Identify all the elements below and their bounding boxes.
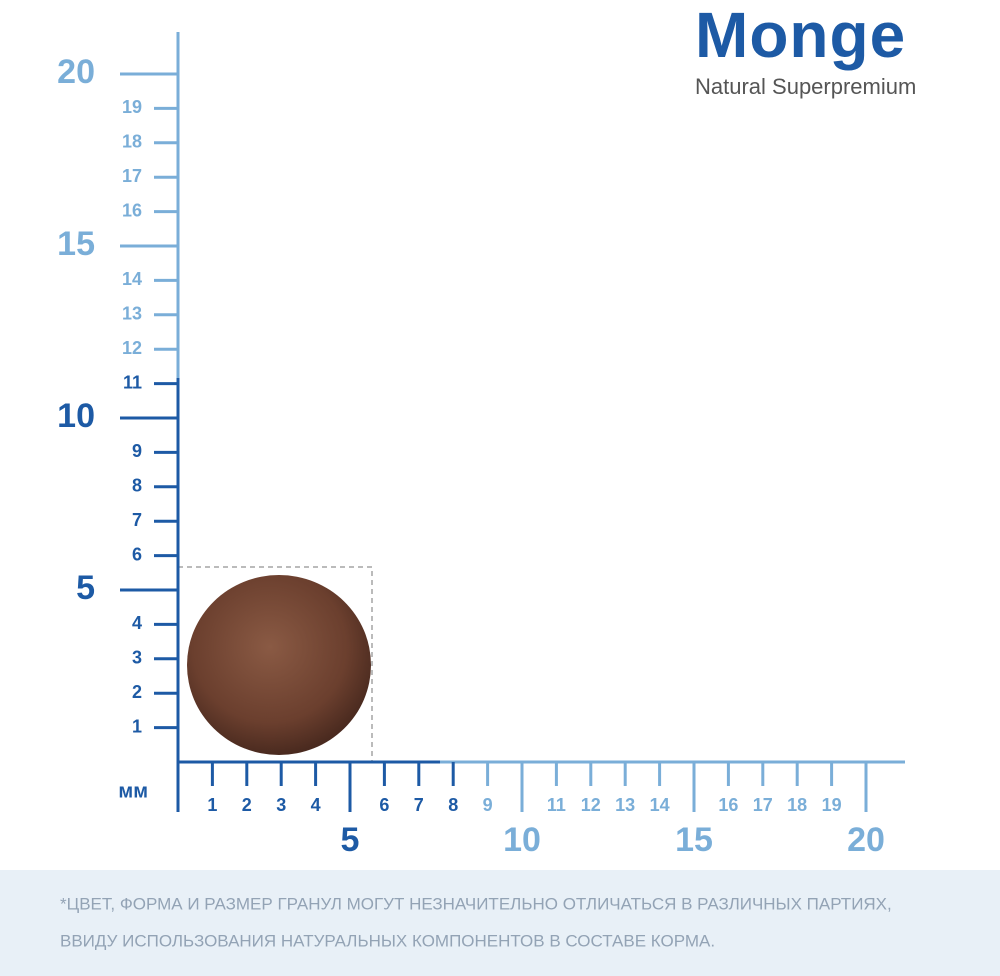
footnote-line: *ЦВЕТ, ФОРМА И РАЗМЕР ГРАНУЛ МОГУТ НЕЗНА… [60, 894, 892, 913]
x-major-label: 15 [675, 821, 713, 859]
y-tick-label: 12 [122, 338, 142, 358]
y-tick-label: 11 [123, 372, 142, 392]
y-tick-label: 9 [132, 441, 142, 461]
y-tick-label: 6 [132, 544, 142, 564]
y-major-label: 5 [76, 569, 95, 607]
y-tick-label: 16 [122, 200, 142, 220]
x-tick-label: 3 [276, 795, 286, 815]
y-tick-label: 13 [122, 304, 142, 324]
x-tick-label: 19 [822, 795, 842, 815]
y-tick-label: 1 [132, 716, 142, 736]
kibble [187, 575, 371, 755]
logo-tagline: Natural Superpremium [695, 74, 916, 99]
y-tick-label: 7 [132, 510, 142, 530]
y-tick-label: 2 [132, 682, 142, 702]
x-tick-label: 12 [581, 795, 601, 815]
y-major-label: 10 [57, 397, 95, 435]
y-tick-label: 18 [122, 132, 142, 152]
logo-brand: Monge [695, 0, 906, 71]
x-tick-label: 18 [787, 795, 807, 815]
x-major-label: 10 [503, 821, 541, 859]
y-major-label: 15 [57, 225, 95, 263]
unit-label: мм [118, 780, 148, 802]
x-tick-label: 6 [379, 795, 389, 815]
x-tick-label: 9 [483, 795, 493, 815]
x-tick-label: 7 [414, 795, 424, 815]
x-tick-label: 11 [547, 795, 566, 815]
x-tick-label: 16 [718, 795, 738, 815]
x-tick-label: 17 [753, 795, 773, 815]
footnote-line: ВВИДУ ИСПОЛЬЗОВАНИЯ НАТУРАЛЬНЫХ КОМПОНЕН… [60, 931, 715, 950]
y-tick-label: 3 [132, 648, 142, 668]
x-tick-label: 13 [615, 795, 635, 815]
y-tick-label: 19 [122, 97, 142, 117]
x-tick-label: 1 [207, 795, 217, 815]
footer-band [0, 870, 1000, 976]
x-tick-label: 14 [650, 795, 670, 815]
y-tick-label: 8 [132, 476, 142, 496]
y-major-label: 20 [57, 53, 95, 91]
x-major-label: 5 [341, 821, 360, 859]
y-tick-label: 14 [122, 269, 142, 289]
y-tick-label: 4 [132, 613, 142, 633]
x-tick-label: 8 [448, 795, 458, 815]
x-tick-label: 4 [311, 795, 321, 815]
y-tick-label: 17 [122, 166, 142, 186]
x-major-label: 20 [847, 821, 885, 859]
x-tick-label: 2 [242, 795, 252, 815]
